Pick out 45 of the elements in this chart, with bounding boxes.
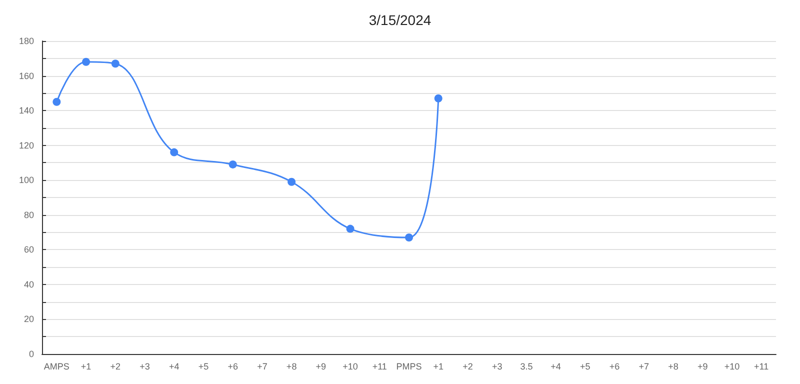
- point: [111, 60, 120, 68]
- y-tick-label: 0: [28, 349, 34, 359]
- y-tick-label: 60: [24, 244, 34, 255]
- x-tick-label: +7: [638, 362, 650, 372]
- x-tick-label: +9: [697, 362, 708, 372]
- y-tick-label: 20: [24, 314, 34, 324]
- x-tick-label: +10: [724, 362, 740, 372]
- x-tick-label: +3: [140, 362, 150, 372]
- point: [228, 160, 237, 168]
- x-tick-label: +2: [462, 362, 473, 372]
- x-tick-label: +2: [110, 362, 121, 372]
- y-tick-label: 100: [18, 175, 34, 186]
- point: [434, 94, 442, 102]
- x-tick-label: +1: [433, 362, 444, 372]
- x-tick-label: AMPS: [44, 362, 70, 372]
- point: [170, 148, 178, 156]
- x-tick-label: +11: [754, 362, 769, 372]
- y-tick-label: 40: [24, 279, 34, 290]
- point: [405, 233, 413, 242]
- x-tick-label: +10: [342, 362, 358, 372]
- x-tick-label: +8: [668, 362, 678, 372]
- y-tick-label: 180: [18, 36, 34, 46]
- x-tick-label: +1: [80, 362, 92, 372]
- x-tick-label: +3: [492, 362, 502, 372]
- x-tick-label: PMPS: [396, 362, 422, 372]
- point: [52, 98, 61, 106]
- x-tick-label: +9: [316, 362, 326, 372]
- y-tick-label: 160: [18, 70, 34, 81]
- x-tick-label: +4: [550, 362, 561, 372]
- x-tick-label: +4: [168, 362, 180, 372]
- x-tick-label: +5: [198, 362, 209, 372]
- x-tick-label: +8: [286, 362, 297, 372]
- x-tick-label: +6: [609, 362, 620, 372]
- x-tick-label: +5: [580, 362, 590, 372]
- point: [82, 58, 90, 66]
- chart-title: 3/15/2024: [368, 12, 432, 28]
- x-tick-label: 3.5: [520, 362, 533, 372]
- y-tick-label: 120: [18, 140, 34, 150]
- y-tick-label: 140: [18, 106, 34, 116]
- point: [346, 224, 354, 233]
- x-tick-label: +6: [228, 362, 238, 372]
- point: [288, 178, 296, 186]
- x-tick-label: +11: [372, 362, 387, 372]
- y-tick-label: 80: [24, 210, 34, 220]
- x-tick-label: +7: [257, 362, 268, 372]
